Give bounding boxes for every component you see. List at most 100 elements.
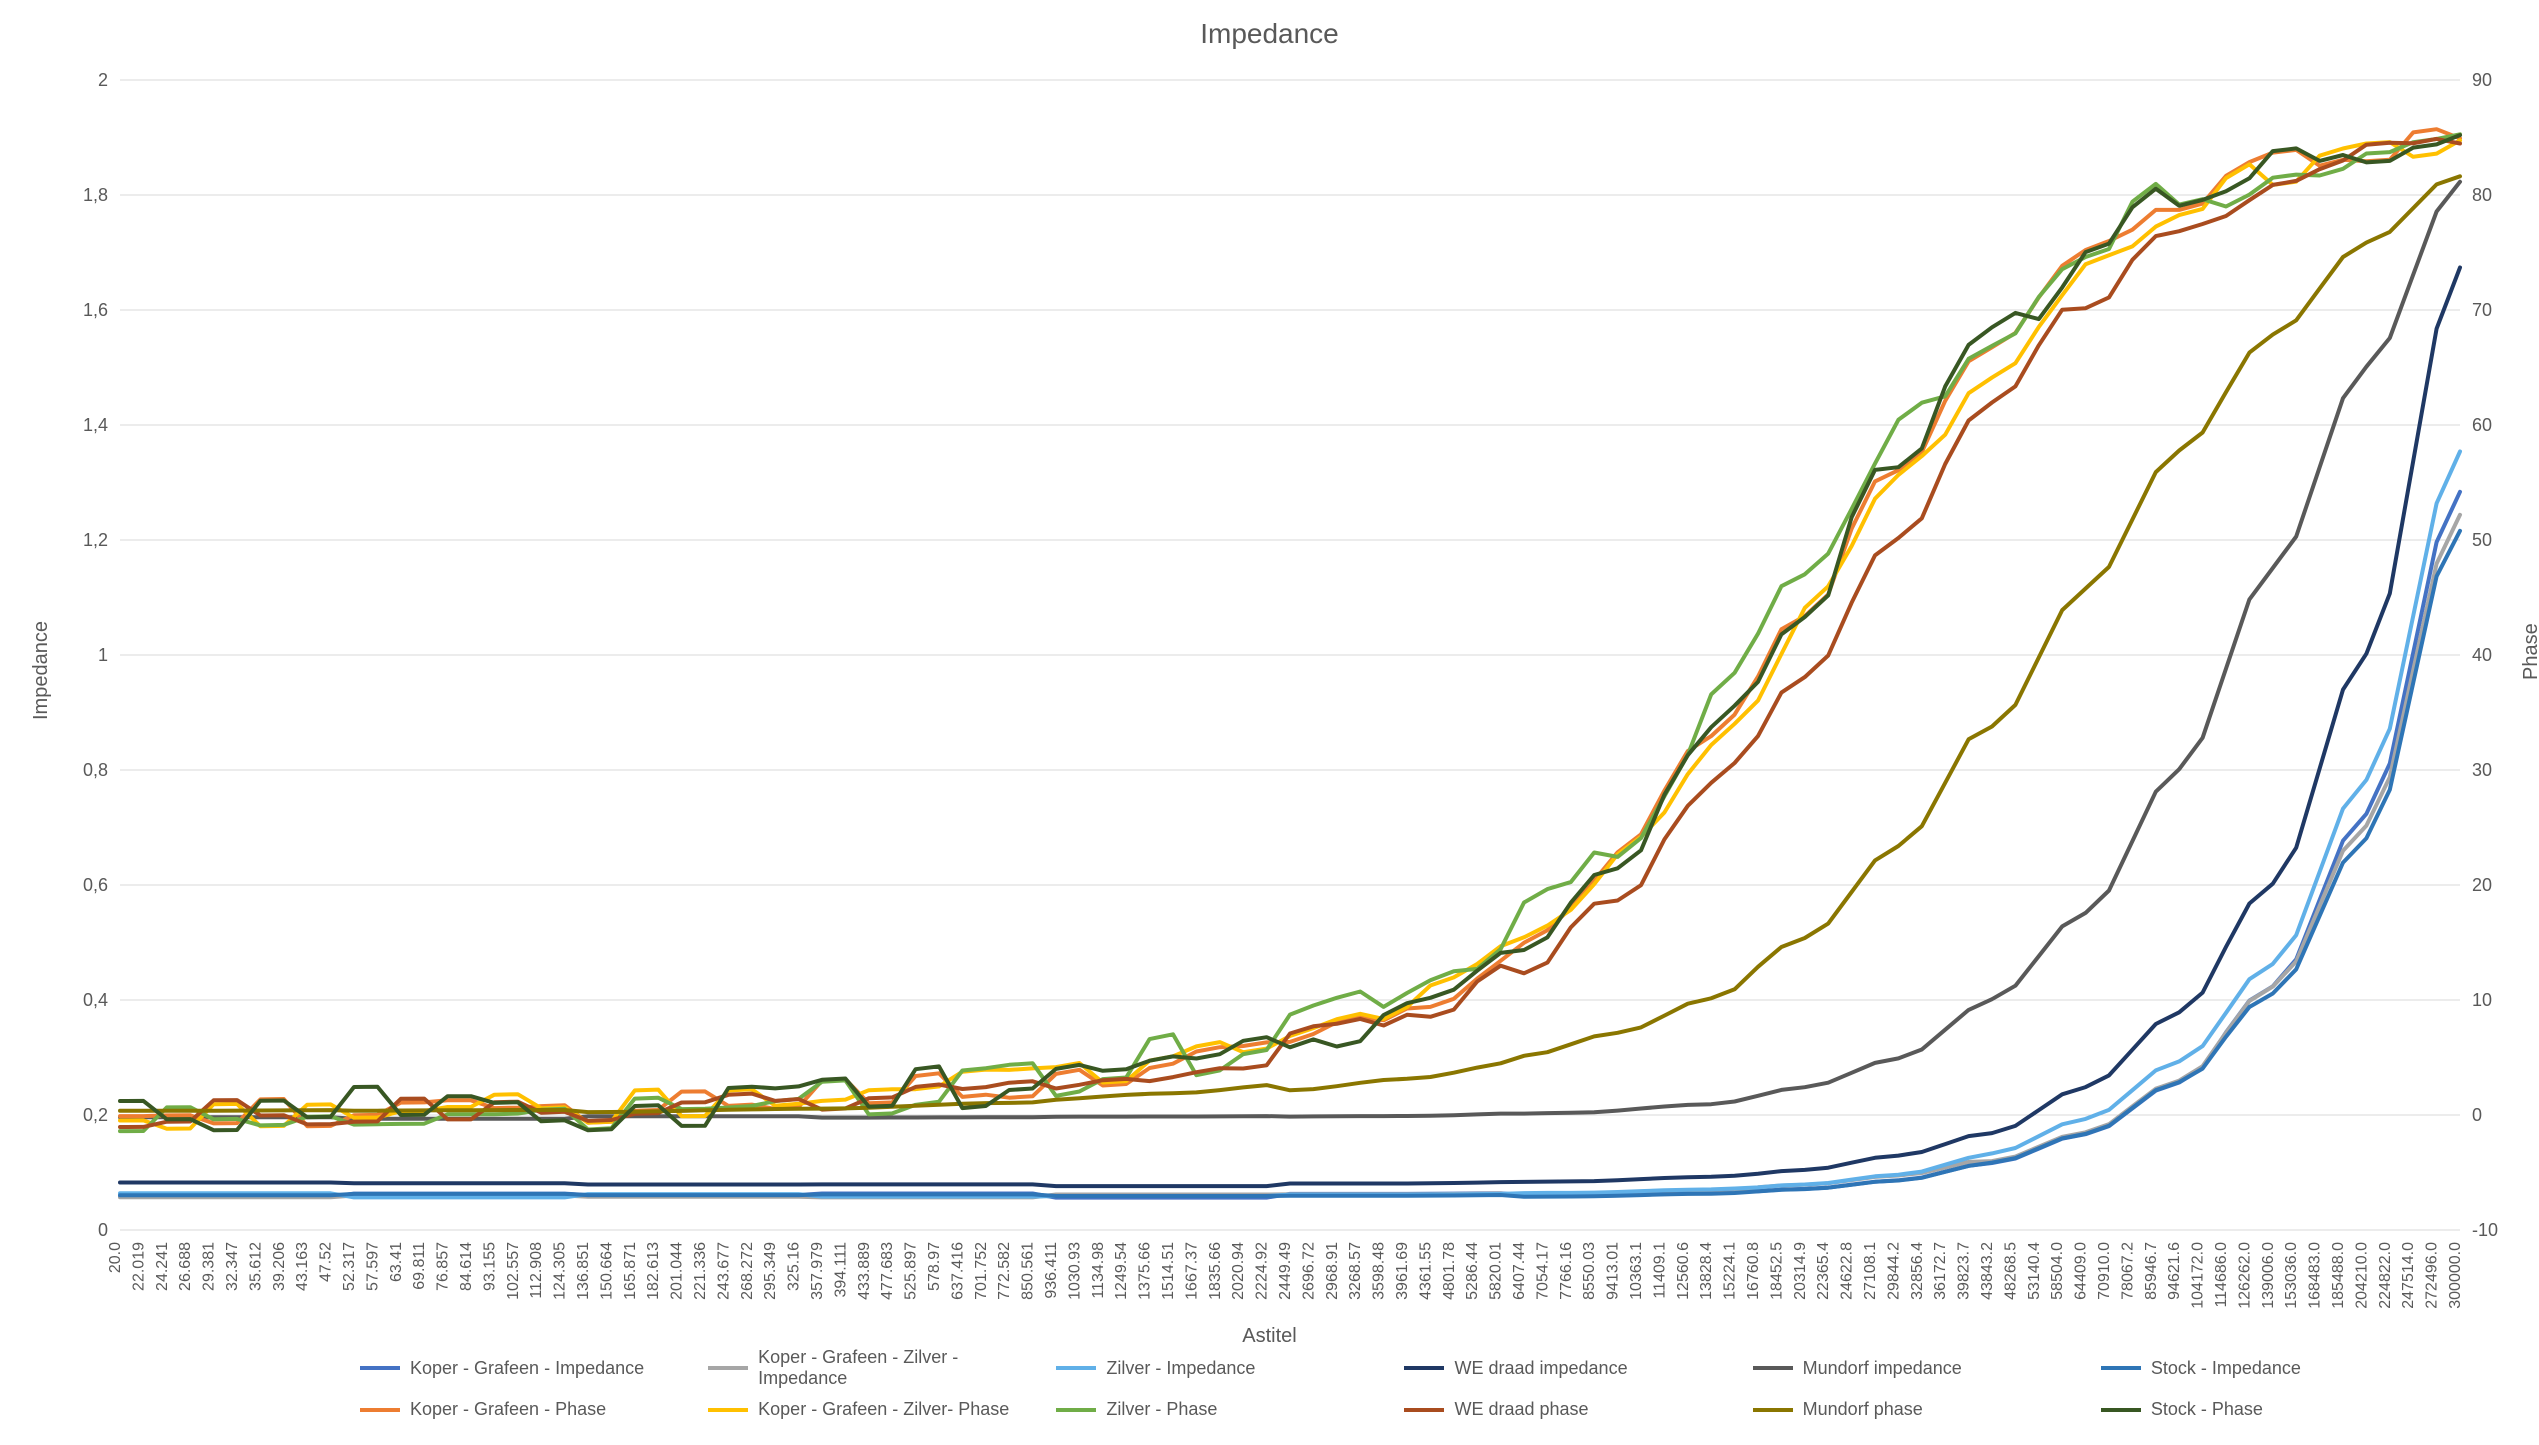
svg-text:3268.57: 3268.57 — [1347, 1242, 1364, 1300]
svg-text:3961.69: 3961.69 — [1394, 1242, 1411, 1300]
svg-text:29844.2: 29844.2 — [1885, 1242, 1902, 1300]
legend-item: Stock - Phase — [2101, 1399, 2439, 1420]
svg-text:325.16: 325.16 — [786, 1242, 803, 1291]
svg-text:10363.1: 10363.1 — [1628, 1242, 1645, 1300]
legend-swatch — [2101, 1408, 2141, 1412]
svg-text:20314.9: 20314.9 — [1792, 1242, 1809, 1300]
chart-title: Impedance — [0, 18, 2539, 50]
svg-text:29.381: 29.381 — [201, 1242, 218, 1291]
svg-text:0,4: 0,4 — [83, 990, 108, 1010]
svg-text:24622.8: 24622.8 — [1839, 1242, 1856, 1300]
legend-item: Zilver - Impedance — [1056, 1347, 1394, 1389]
legend-label: Stock - Impedance — [2151, 1358, 2301, 1379]
svg-text:94621.6: 94621.6 — [2166, 1242, 2183, 1300]
chart-legend: Koper - Grafeen - Impedance Koper - Grafe… — [360, 1347, 2439, 1420]
svg-text:39.206: 39.206 — [271, 1242, 288, 1291]
svg-text:35.612: 35.612 — [247, 1242, 264, 1291]
svg-text:221.336: 221.336 — [692, 1242, 709, 1300]
svg-text:22.019: 22.019 — [130, 1242, 147, 1291]
legend-item: Mundorf impedance — [1753, 1347, 2091, 1389]
legend-label: Koper - Grafeen - Impedance — [410, 1358, 644, 1379]
svg-text:153036.0: 153036.0 — [2283, 1242, 2300, 1309]
svg-text:84.614: 84.614 — [458, 1242, 475, 1291]
svg-text:1: 1 — [98, 645, 108, 665]
svg-text:70910.0: 70910.0 — [2096, 1242, 2113, 1300]
legend-swatch — [1753, 1408, 1793, 1412]
legend-label: Koper - Grafeen - Zilver - Impedance — [758, 1347, 1046, 1389]
svg-text:43843.2: 43843.2 — [1979, 1242, 1996, 1300]
svg-text:772.582: 772.582 — [996, 1242, 1013, 1300]
svg-text:3598.48: 3598.48 — [1371, 1242, 1388, 1300]
legend-label: Stock - Phase — [2151, 1399, 2263, 1420]
svg-text:10: 10 — [2472, 990, 2492, 1010]
svg-text:1667.37: 1667.37 — [1183, 1242, 1200, 1300]
svg-text:247514.0: 247514.0 — [2400, 1242, 2417, 1309]
svg-text:8550.03: 8550.03 — [1581, 1242, 1598, 1300]
svg-text:20: 20 — [2472, 875, 2492, 895]
svg-text:102.557: 102.557 — [505, 1242, 522, 1300]
svg-text:90: 90 — [2472, 70, 2492, 90]
svg-text:50: 50 — [2472, 530, 2492, 550]
svg-text:93.155: 93.155 — [481, 1242, 498, 1291]
svg-text:168483.0: 168483.0 — [2307, 1242, 2324, 1309]
svg-text:2696.72: 2696.72 — [1300, 1242, 1317, 1300]
svg-text:1,4: 1,4 — [83, 415, 108, 435]
svg-text:60: 60 — [2472, 415, 2492, 435]
svg-text:52.317: 52.317 — [341, 1242, 358, 1291]
legend-swatch — [1056, 1408, 1096, 1412]
svg-text:433.889: 433.889 — [856, 1242, 873, 1300]
svg-text:16760.8: 16760.8 — [1745, 1242, 1762, 1300]
svg-text:32856.4: 32856.4 — [1909, 1242, 1926, 1300]
svg-text:57.597: 57.597 — [364, 1242, 381, 1291]
legend-item: WE draad phase — [1404, 1399, 1742, 1420]
svg-text:40: 40 — [2472, 645, 2492, 665]
svg-text:64409.0: 64409.0 — [2073, 1242, 2090, 1300]
svg-text:36172.7: 36172.7 — [1932, 1242, 1949, 1300]
svg-text:12560.6: 12560.6 — [1675, 1242, 1692, 1300]
svg-text:24.241: 24.241 — [154, 1242, 171, 1291]
svg-text:204210.0: 204210.0 — [2353, 1242, 2370, 1309]
svg-text:9413.01: 9413.01 — [1605, 1242, 1622, 1300]
svg-text:30: 30 — [2472, 760, 2492, 780]
chart-plot: 00,20,40,60,811,21,41,61,82-100102030405… — [0, 0, 2539, 1440]
svg-text:0,8: 0,8 — [83, 760, 108, 780]
svg-text:26.688: 26.688 — [177, 1242, 194, 1291]
legend-label: Koper - Grafeen - Phase — [410, 1399, 606, 1420]
svg-text:15224.1: 15224.1 — [1722, 1242, 1739, 1300]
legend-swatch — [1404, 1408, 1444, 1412]
svg-text:2968.91: 2968.91 — [1324, 1242, 1341, 1300]
svg-text:201.044: 201.044 — [669, 1242, 686, 1300]
svg-text:5286.44: 5286.44 — [1464, 1242, 1481, 1300]
legend-label: Zilver - Phase — [1106, 1399, 1217, 1420]
svg-text:5820.01: 5820.01 — [1488, 1242, 1505, 1300]
svg-text:1835.66: 1835.66 — [1207, 1242, 1224, 1300]
svg-text:4801.78: 4801.78 — [1441, 1242, 1458, 1300]
svg-text:112.908: 112.908 — [528, 1242, 545, 1299]
svg-text:0: 0 — [2472, 1105, 2482, 1125]
svg-text:2449.49: 2449.49 — [1277, 1242, 1294, 1300]
svg-text:150.664: 150.664 — [598, 1242, 615, 1300]
svg-text:27108.1: 27108.1 — [1862, 1242, 1879, 1300]
svg-text:32.347: 32.347 — [224, 1242, 241, 1291]
svg-text:637.416: 637.416 — [949, 1242, 966, 1300]
legend-item: Koper - Grafeen - Zilver - Impedance — [708, 1347, 1046, 1389]
legend-label: Koper - Grafeen - Zilver- Phase — [758, 1399, 1009, 1420]
svg-text:136.851: 136.851 — [575, 1242, 592, 1300]
svg-text:85946.7: 85946.7 — [2143, 1242, 2160, 1300]
svg-text:268.272: 268.272 — [739, 1242, 756, 1300]
legend-label: Mundorf impedance — [1803, 1358, 1962, 1379]
y-right-axis-title: Phase — [2520, 623, 2539, 680]
legend-item: WE draad impedance — [1404, 1347, 1742, 1389]
legend-item: Koper - Grafeen - Impedance — [360, 1347, 698, 1389]
svg-text:525.897: 525.897 — [903, 1242, 920, 1300]
svg-text:48268.5: 48268.5 — [2002, 1242, 2019, 1300]
chart-root: Impedance Impedance Phase Astitel 00,20,… — [0, 0, 2539, 1440]
svg-text:295.349: 295.349 — [762, 1242, 779, 1300]
svg-text:39823.7: 39823.7 — [1956, 1242, 1973, 1300]
svg-text:0,6: 0,6 — [83, 875, 108, 895]
legend-item: Zilver - Phase — [1056, 1399, 1394, 1420]
svg-text:58504.0: 58504.0 — [2049, 1242, 2066, 1300]
svg-text:13828.4: 13828.4 — [1698, 1242, 1715, 1300]
svg-text:185488.0: 185488.0 — [2330, 1242, 2347, 1309]
svg-text:7766.16: 7766.16 — [1558, 1242, 1575, 1300]
